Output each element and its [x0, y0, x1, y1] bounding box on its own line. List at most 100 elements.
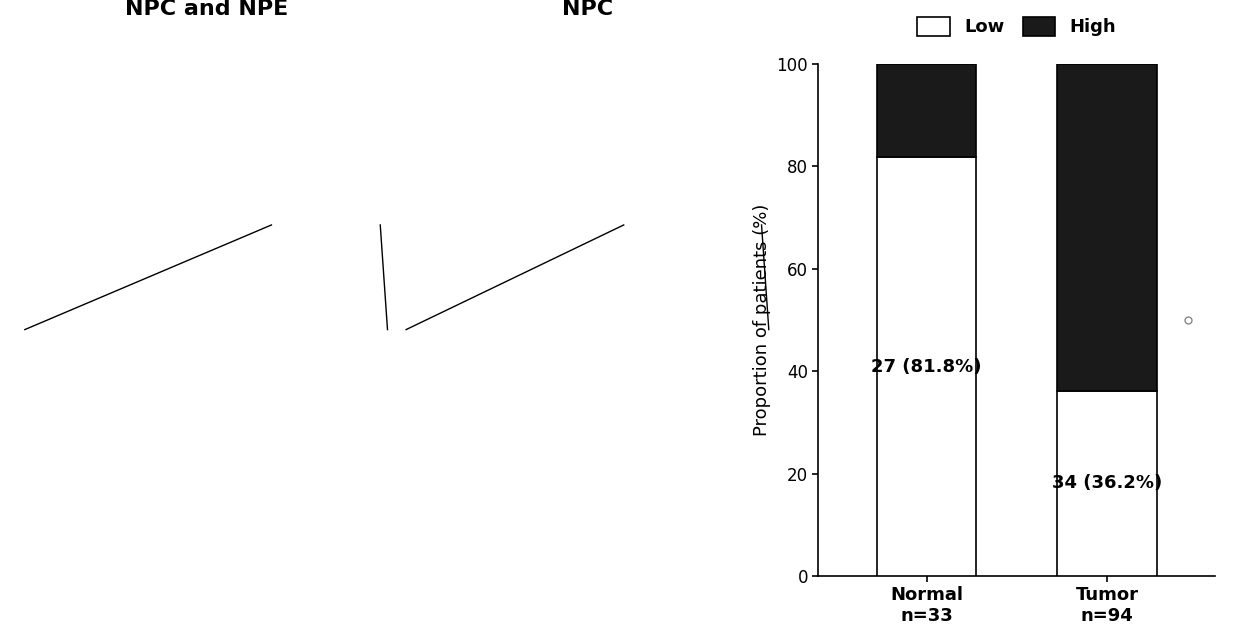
Ellipse shape — [198, 558, 202, 561]
Ellipse shape — [433, 586, 436, 589]
Ellipse shape — [544, 519, 593, 541]
Ellipse shape — [217, 305, 222, 308]
Ellipse shape — [574, 180, 599, 199]
Ellipse shape — [740, 84, 743, 86]
Ellipse shape — [508, 566, 513, 570]
Ellipse shape — [704, 196, 725, 221]
Ellipse shape — [46, 88, 83, 118]
Ellipse shape — [709, 562, 717, 565]
Ellipse shape — [759, 130, 763, 133]
Ellipse shape — [448, 548, 453, 552]
Ellipse shape — [476, 525, 481, 528]
Ellipse shape — [212, 577, 228, 588]
Ellipse shape — [136, 57, 148, 64]
Ellipse shape — [434, 70, 436, 72]
Ellipse shape — [490, 374, 495, 378]
Ellipse shape — [236, 519, 274, 538]
Ellipse shape — [724, 554, 735, 563]
Bar — [877, 157, 976, 576]
Ellipse shape — [733, 591, 753, 607]
Ellipse shape — [631, 477, 635, 481]
Ellipse shape — [476, 376, 481, 380]
Ellipse shape — [579, 435, 582, 451]
Ellipse shape — [735, 143, 739, 146]
Ellipse shape — [636, 154, 641, 158]
Ellipse shape — [205, 449, 212, 458]
Ellipse shape — [71, 219, 74, 221]
Ellipse shape — [746, 232, 764, 243]
Ellipse shape — [547, 532, 553, 538]
Ellipse shape — [531, 252, 543, 268]
Ellipse shape — [308, 61, 322, 70]
Ellipse shape — [570, 342, 575, 346]
Ellipse shape — [665, 443, 668, 446]
Ellipse shape — [114, 497, 118, 500]
Ellipse shape — [614, 479, 620, 494]
Ellipse shape — [207, 154, 213, 159]
Ellipse shape — [615, 71, 631, 98]
Ellipse shape — [410, 486, 414, 490]
Ellipse shape — [263, 461, 296, 493]
Ellipse shape — [97, 66, 123, 76]
Ellipse shape — [159, 158, 161, 161]
Ellipse shape — [512, 602, 516, 604]
Ellipse shape — [203, 449, 221, 456]
Ellipse shape — [743, 221, 744, 223]
Ellipse shape — [539, 590, 543, 593]
Ellipse shape — [279, 101, 284, 105]
Ellipse shape — [198, 66, 203, 70]
Ellipse shape — [580, 38, 584, 42]
Ellipse shape — [371, 464, 374, 479]
Ellipse shape — [48, 522, 78, 554]
Ellipse shape — [174, 106, 185, 118]
Ellipse shape — [356, 458, 358, 460]
Ellipse shape — [578, 230, 589, 236]
Ellipse shape — [533, 356, 538, 360]
Ellipse shape — [436, 579, 450, 589]
Ellipse shape — [512, 584, 527, 599]
Ellipse shape — [216, 74, 231, 86]
Ellipse shape — [269, 95, 306, 125]
Ellipse shape — [445, 174, 448, 176]
Ellipse shape — [556, 180, 568, 186]
Ellipse shape — [71, 584, 82, 594]
Ellipse shape — [626, 371, 636, 380]
Ellipse shape — [133, 491, 150, 497]
Ellipse shape — [556, 277, 577, 302]
Ellipse shape — [683, 417, 691, 424]
Ellipse shape — [567, 230, 588, 259]
Ellipse shape — [279, 89, 281, 91]
Ellipse shape — [311, 193, 316, 197]
Ellipse shape — [474, 515, 476, 517]
Ellipse shape — [417, 129, 439, 140]
Ellipse shape — [246, 242, 258, 252]
Ellipse shape — [52, 36, 62, 44]
Y-axis label: Proportion of patients (%): Proportion of patients (%) — [753, 204, 771, 436]
Ellipse shape — [69, 229, 108, 261]
Ellipse shape — [202, 375, 205, 378]
Ellipse shape — [51, 566, 53, 568]
Ellipse shape — [63, 519, 64, 520]
Ellipse shape — [258, 492, 264, 495]
Ellipse shape — [126, 86, 143, 102]
Ellipse shape — [723, 514, 735, 527]
Ellipse shape — [262, 71, 273, 93]
Ellipse shape — [652, 157, 657, 161]
Ellipse shape — [179, 504, 184, 507]
Ellipse shape — [616, 252, 619, 253]
Ellipse shape — [294, 136, 296, 138]
Ellipse shape — [546, 73, 549, 76]
Ellipse shape — [651, 397, 656, 401]
Ellipse shape — [492, 113, 496, 116]
Ellipse shape — [82, 431, 86, 434]
Ellipse shape — [358, 67, 362, 70]
Ellipse shape — [246, 216, 248, 218]
Ellipse shape — [610, 45, 614, 48]
Ellipse shape — [351, 204, 353, 206]
Ellipse shape — [356, 458, 358, 459]
Ellipse shape — [593, 111, 613, 122]
Text: NPC: NPC — [562, 0, 613, 19]
Ellipse shape — [454, 472, 458, 475]
Ellipse shape — [756, 494, 758, 495]
Ellipse shape — [613, 527, 615, 529]
